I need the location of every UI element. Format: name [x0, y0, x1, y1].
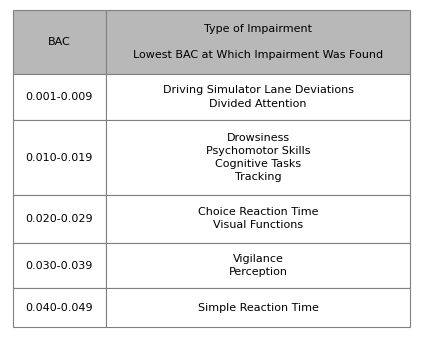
- Text: Vigilance
Perception: Vigilance Perception: [229, 254, 288, 277]
- Bar: [106, 10, 410, 74]
- Text: Type of Impairment

Lowest BAC at Which Impairment Was Found: Type of Impairment Lowest BAC at Which I…: [133, 24, 383, 60]
- Text: BAC: BAC: [48, 37, 71, 47]
- Bar: [13, 74, 106, 120]
- Bar: [13, 243, 106, 288]
- Text: 0.010-0.019: 0.010-0.019: [26, 153, 93, 162]
- Text: Simple Reaction Time: Simple Reaction Time: [198, 303, 319, 313]
- Text: 0.001-0.009: 0.001-0.009: [26, 92, 93, 102]
- Text: Choice Reaction Time
Visual Functions: Choice Reaction Time Visual Functions: [198, 207, 319, 231]
- Text: 0.020-0.029: 0.020-0.029: [26, 214, 93, 224]
- Text: 0.030-0.039: 0.030-0.039: [26, 261, 93, 271]
- Text: 0.040-0.049: 0.040-0.049: [26, 303, 93, 313]
- Text: Drowsiness
Psychomotor Skills
Cognitive Tasks
Tracking: Drowsiness Psychomotor Skills Cognitive …: [206, 133, 310, 182]
- Bar: [106, 74, 410, 120]
- Bar: [106, 288, 410, 327]
- Bar: [13, 10, 106, 74]
- Bar: [13, 288, 106, 327]
- Bar: [106, 120, 410, 195]
- Bar: [13, 195, 106, 243]
- Bar: [106, 195, 410, 243]
- Bar: [106, 243, 410, 288]
- Bar: [13, 120, 106, 195]
- Text: Driving Simulator Lane Deviations
Divided Attention: Driving Simulator Lane Deviations Divide…: [163, 86, 354, 109]
